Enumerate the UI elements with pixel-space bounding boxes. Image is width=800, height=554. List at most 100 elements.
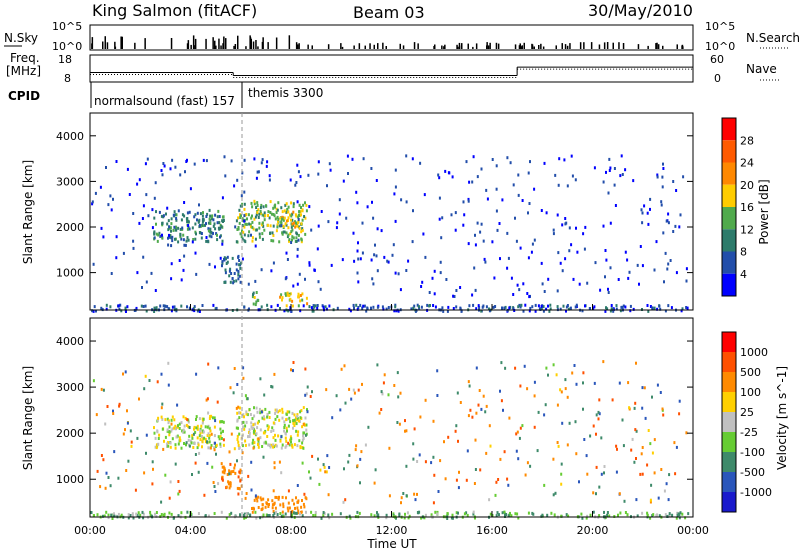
scatter-cell	[167, 228, 170, 232]
scatter-cell	[357, 306, 360, 309]
scatter-cell	[496, 511, 499, 515]
scatter-cell	[274, 412, 277, 415]
scatter-cell	[170, 429, 173, 433]
scatter-cell	[163, 439, 165, 443]
scatter-cell	[488, 307, 490, 311]
scatter-cell	[301, 514, 304, 518]
scatter-cell	[674, 224, 677, 228]
scatter-cell	[269, 211, 272, 214]
scatter-cell	[145, 433, 148, 437]
scatter-cell	[293, 413, 296, 417]
scatter-cell	[506, 477, 509, 481]
scatter-cell	[110, 272, 113, 275]
scatter-cell	[222, 420, 225, 424]
scatter-cell	[290, 218, 292, 222]
scatter-cell	[130, 440, 133, 444]
scatter-cell	[653, 438, 656, 442]
scatter-cell	[113, 450, 116, 454]
nsky-bar	[399, 43, 401, 49]
scatter-cell	[406, 511, 409, 515]
scatter-cell	[193, 425, 196, 429]
scatter-cell	[624, 305, 627, 309]
scatter-cell	[352, 231, 355, 235]
scatter-cell	[552, 232, 555, 236]
scatter-cell	[305, 392, 308, 396]
scatter-cell	[322, 463, 325, 467]
scatter-cell	[160, 372, 163, 376]
scatter-cell	[412, 457, 415, 461]
scatter-cell	[569, 306, 572, 310]
x-tick-label: 00:00	[677, 524, 709, 537]
scatter-cell	[290, 230, 293, 234]
scatter-cell	[200, 232, 203, 235]
scatter-cell	[370, 306, 372, 310]
scatter-cell	[663, 280, 665, 284]
scatter-cell	[195, 418, 197, 421]
scatter-cell	[359, 481, 361, 485]
scatter-cell	[279, 503, 282, 507]
scatter-cell	[243, 305, 246, 309]
scatter-cell	[173, 418, 176, 422]
scatter-cell	[145, 193, 148, 197]
scatter-cell	[517, 305, 520, 309]
scatter-cell	[563, 158, 566, 162]
scatter-cell	[517, 193, 520, 197]
nsky-bar	[187, 40, 190, 49]
scatter-cell	[169, 226, 172, 230]
scatter-cell	[664, 251, 667, 255]
scatter-cell	[135, 512, 138, 516]
scatter-cell	[276, 513, 279, 516]
scatter-cell	[420, 305, 423, 309]
scatter-cell	[266, 435, 269, 438]
scatter-cell	[399, 288, 402, 292]
scatter-cell	[297, 238, 300, 242]
scatter-cell	[193, 305, 196, 309]
scatter-cell	[231, 256, 234, 260]
scatter-cell	[221, 477, 224, 481]
scatter-cell	[177, 424, 179, 428]
scatter-cell	[262, 455, 265, 459]
scatter-cell	[328, 304, 331, 308]
scatter-cell	[259, 428, 262, 432]
scatter-cell	[160, 415, 163, 419]
scatter-cell	[616, 447, 618, 451]
colorbar-tick-label: 100	[740, 386, 761, 399]
scatter-cell	[247, 234, 250, 238]
scatter-cell	[517, 173, 520, 177]
scatter-cell	[480, 407, 483, 411]
scatter-cell	[304, 416, 307, 420]
colorbar-segment	[722, 162, 736, 185]
scatter-cell	[627, 381, 630, 385]
nsky-bar	[443, 46, 445, 49]
scatter-cell	[175, 307, 178, 311]
nsky-bar	[233, 45, 235, 49]
scatter-cell	[355, 190, 358, 194]
scatter-cell	[267, 210, 270, 214]
scatter-cell	[254, 422, 257, 426]
scatter-cell	[319, 287, 322, 291]
scatter-cell	[291, 299, 294, 303]
scatter-cell	[262, 497, 265, 501]
scatter-cell	[527, 256, 530, 260]
scatter-cell	[242, 425, 245, 429]
scatter-cell	[237, 227, 240, 231]
scatter-cell	[209, 222, 212, 225]
scatter-cell	[289, 292, 292, 296]
scatter-cell	[197, 512, 200, 515]
scatter-cell	[602, 224, 605, 228]
scatter-cell	[407, 516, 410, 520]
scatter-cell	[622, 304, 625, 308]
scatter-cell	[254, 303, 257, 307]
scatter-cell	[672, 230, 675, 233]
scatter-cell	[249, 223, 252, 227]
scatter-cell	[649, 516, 652, 520]
scatter-cell	[178, 489, 181, 493]
scatter-cell	[362, 157, 365, 161]
scatter-cell	[504, 366, 507, 370]
scatter-cell	[299, 445, 302, 449]
scatter-cell	[286, 417, 289, 421]
scatter-cell	[275, 229, 278, 233]
scatter-cell	[239, 479, 242, 483]
scatter-cell	[239, 216, 242, 219]
scatter-cell	[658, 304, 661, 308]
